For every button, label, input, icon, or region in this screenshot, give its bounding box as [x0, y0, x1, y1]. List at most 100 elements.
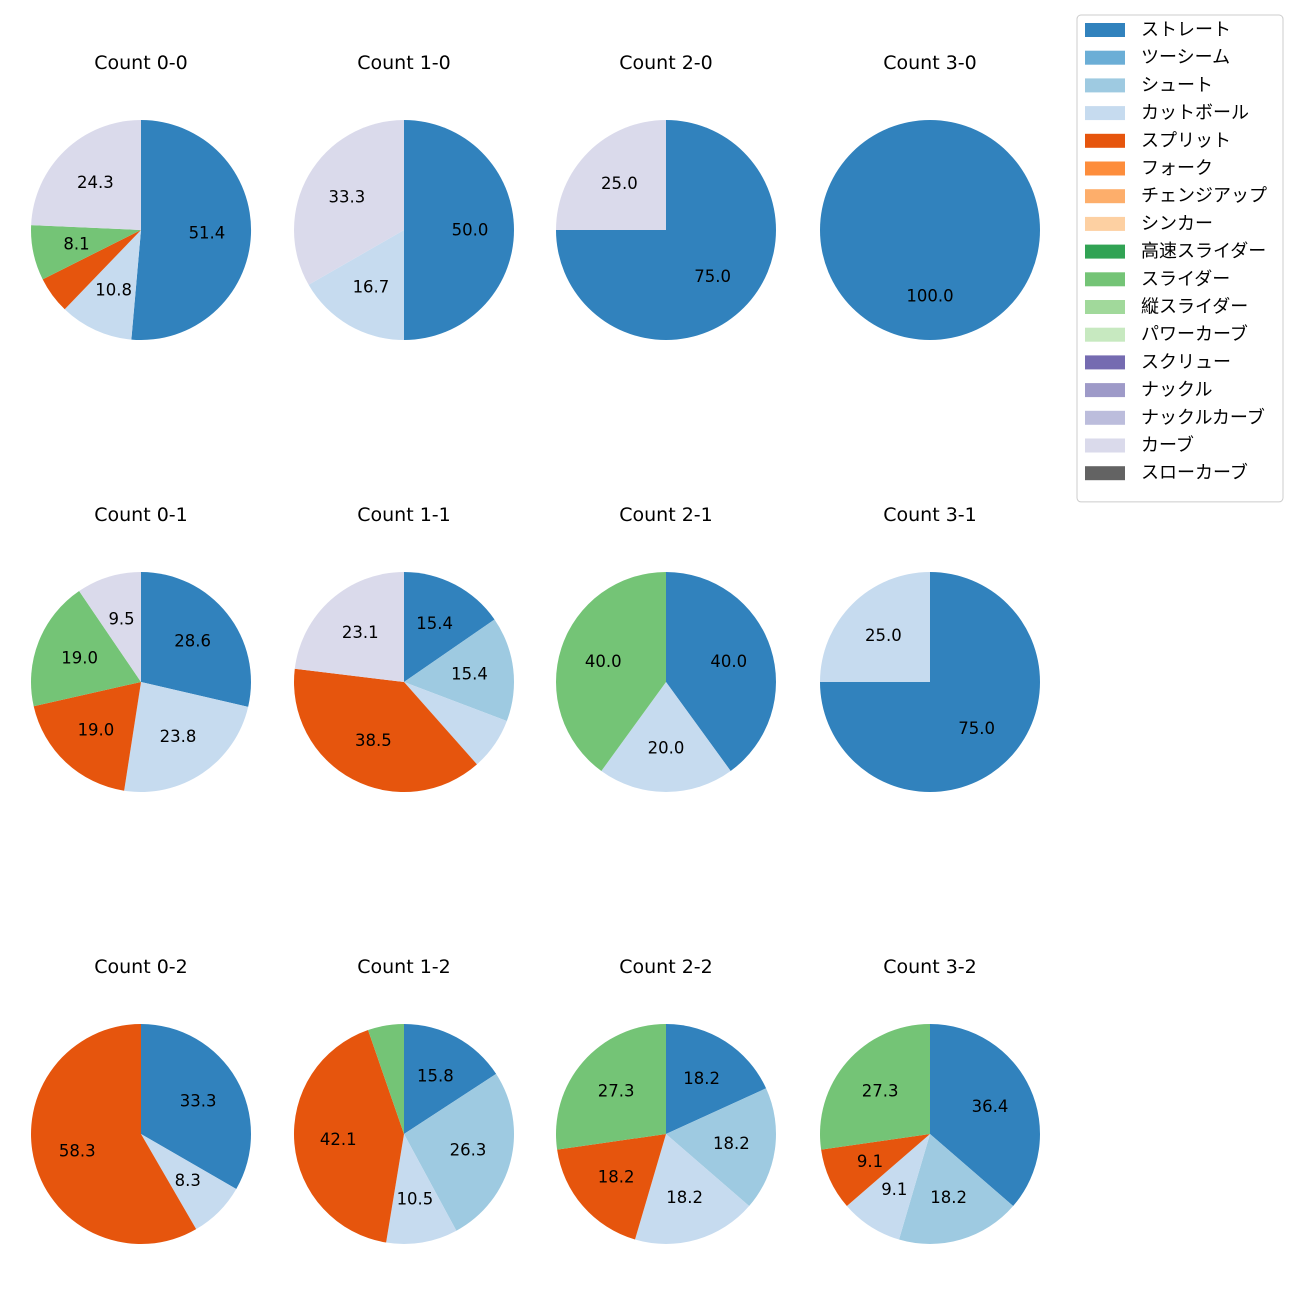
- pie-slice: [42, 230, 141, 310]
- slice-label: 15.4: [416, 614, 453, 633]
- pie-slice: [555, 572, 666, 771]
- legend-entry: ストレート: [1141, 20, 1231, 41]
- pie-chart: Count 2-1 40.0 20.0 40.0: [555, 504, 777, 793]
- legend-swatch: [1085, 410, 1125, 425]
- pie-slice: [368, 1024, 404, 1134]
- slice-label: 10.5: [397, 1190, 434, 1209]
- pie-slice: [820, 120, 1040, 340]
- pie-chart: Count 3-2 36.4 18.2 9.1 9.1 27.3: [820, 956, 1040, 1244]
- pie-slice: [31, 120, 141, 230]
- pie-chart: Count 1-0 50.0 16.7 33.3: [293, 52, 514, 340]
- pie-title: Count 3-0: [883, 52, 977, 74]
- slice-label: 58.3: [59, 1142, 96, 1161]
- pie-slice: [846, 1134, 930, 1240]
- legend-entry: シュート: [1141, 75, 1213, 96]
- slice-label: 75.0: [958, 719, 995, 738]
- slice-label: 100.0: [906, 287, 953, 306]
- pie-slice: [31, 1024, 197, 1244]
- slice-label: 9.1: [881, 1180, 907, 1199]
- pie-title: Count 0-0: [94, 52, 188, 74]
- pie-title: Count 1-1: [357, 504, 451, 526]
- pie-title: Count 2-1: [619, 504, 713, 526]
- pie-slice: [141, 1024, 251, 1189]
- slice-label: 36.4: [972, 1097, 1009, 1116]
- pie-title: Count 2-2: [619, 956, 713, 978]
- slice-label: 27.3: [598, 1081, 635, 1100]
- slice-label: 25.0: [865, 626, 902, 645]
- slice-label: 20.0: [648, 739, 685, 758]
- legend-entry: スクリュー: [1141, 352, 1231, 373]
- pie-slice: [141, 1134, 237, 1230]
- slice-label: 51.4: [189, 223, 226, 242]
- legend-swatch: [1085, 466, 1125, 481]
- legend-frame: [1076, 14, 1284, 503]
- slice-label: 27.3: [862, 1081, 899, 1100]
- pie-chart: Count 0-0 51.4 10.8 8.1 24.3: [31, 52, 252, 340]
- pie-chart: Count 0-1 28.6 23.8 19.0 19.0 9.5: [30, 504, 251, 793]
- legend: ストレートツーシームシュートカットボールスプリットフォークチェンジアップシンカー…: [1076, 14, 1284, 503]
- pie-slice: [33, 682, 141, 791]
- slice-label: 75.0: [694, 267, 731, 286]
- pie-chart: Count 1-1 15.4 15.4 38.5 23.1: [293, 504, 515, 793]
- pie-chart: Count 2-2 18.2 18.2 18.2 18.2 27.3: [556, 956, 776, 1244]
- legend-entry: チェンジアップ: [1141, 186, 1267, 207]
- pie-slice: [404, 572, 495, 682]
- pie-slice: [308, 230, 404, 340]
- slice-label: 24.3: [77, 173, 114, 192]
- pie-slice: [666, 1024, 767, 1134]
- slice-label: 38.5: [355, 731, 392, 750]
- legend-swatch: [1085, 355, 1125, 370]
- pie-slice: [930, 1024, 1040, 1207]
- slice-label: 8.3: [175, 1171, 201, 1190]
- slice-label: 28.6: [174, 631, 211, 650]
- slice-label: 50.0: [452, 221, 489, 240]
- legend-swatch: [1085, 383, 1125, 398]
- slice-label: 40.0: [710, 652, 747, 671]
- pie-slice: [293, 668, 477, 793]
- legend-swatch: [1085, 23, 1125, 37]
- legend-swatch: [1085, 189, 1125, 204]
- pie-slice: [666, 572, 777, 771]
- legend-entry: フォーク: [1141, 158, 1213, 179]
- pie-title: Count 3-1: [883, 504, 977, 526]
- legend-entry: スプリット: [1141, 130, 1231, 151]
- pie-slice: [601, 682, 731, 793]
- legend-swatch: [1085, 161, 1125, 176]
- pie-slice: [820, 1024, 930, 1150]
- legend-swatch: [1085, 106, 1125, 121]
- slice-label: 18.2: [930, 1188, 967, 1207]
- legend-swatch: [1085, 272, 1125, 287]
- pie-slice: [404, 120, 514, 340]
- legend-entry: スライダー: [1141, 269, 1230, 290]
- legend-entry: ナックル: [1141, 380, 1212, 401]
- legend-swatch: [1085, 133, 1125, 148]
- legend-swatch: [1085, 50, 1125, 65]
- legend-swatch: [1085, 327, 1125, 342]
- pie-slice: [386, 1134, 457, 1245]
- pie-slice: [635, 1134, 750, 1244]
- pie-slice: [404, 1024, 497, 1134]
- legend-swatch: [1085, 300, 1125, 314]
- pie-slice: [404, 682, 507, 765]
- pie-chart: Count 3-0 100.0: [820, 52, 1040, 340]
- slice-label: 18.2: [598, 1168, 635, 1187]
- slice-label: 42.1: [320, 1130, 357, 1149]
- legend-entry: 高速スライダー: [1141, 241, 1266, 262]
- pies-layer: Count 0-0 51.4 10.8 8.1 24.3 Count 1-0 50.0 16.…: [30, 52, 1040, 1245]
- pie-slice: [293, 120, 404, 285]
- slice-label: 18.2: [666, 1188, 703, 1207]
- pie-chart: Count 2-0 75.0 25.0: [556, 52, 776, 340]
- pie-chart: Count 1-2 15.8 26.3 10.5 42.1: [293, 956, 514, 1245]
- pie-slice: [30, 591, 141, 707]
- legend-swatch: [1085, 216, 1125, 231]
- slice-label: 18.2: [713, 1134, 750, 1153]
- slice-label: 25.0: [601, 174, 638, 193]
- slice-label: 23.8: [160, 727, 197, 746]
- pie-slice: [294, 572, 404, 682]
- pie-title: Count 0-1: [94, 504, 188, 526]
- legend-entry: ツーシーム: [1141, 47, 1230, 68]
- slice-label: 9.1: [857, 1152, 883, 1171]
- legend-entry: カットボール: [1141, 103, 1249, 124]
